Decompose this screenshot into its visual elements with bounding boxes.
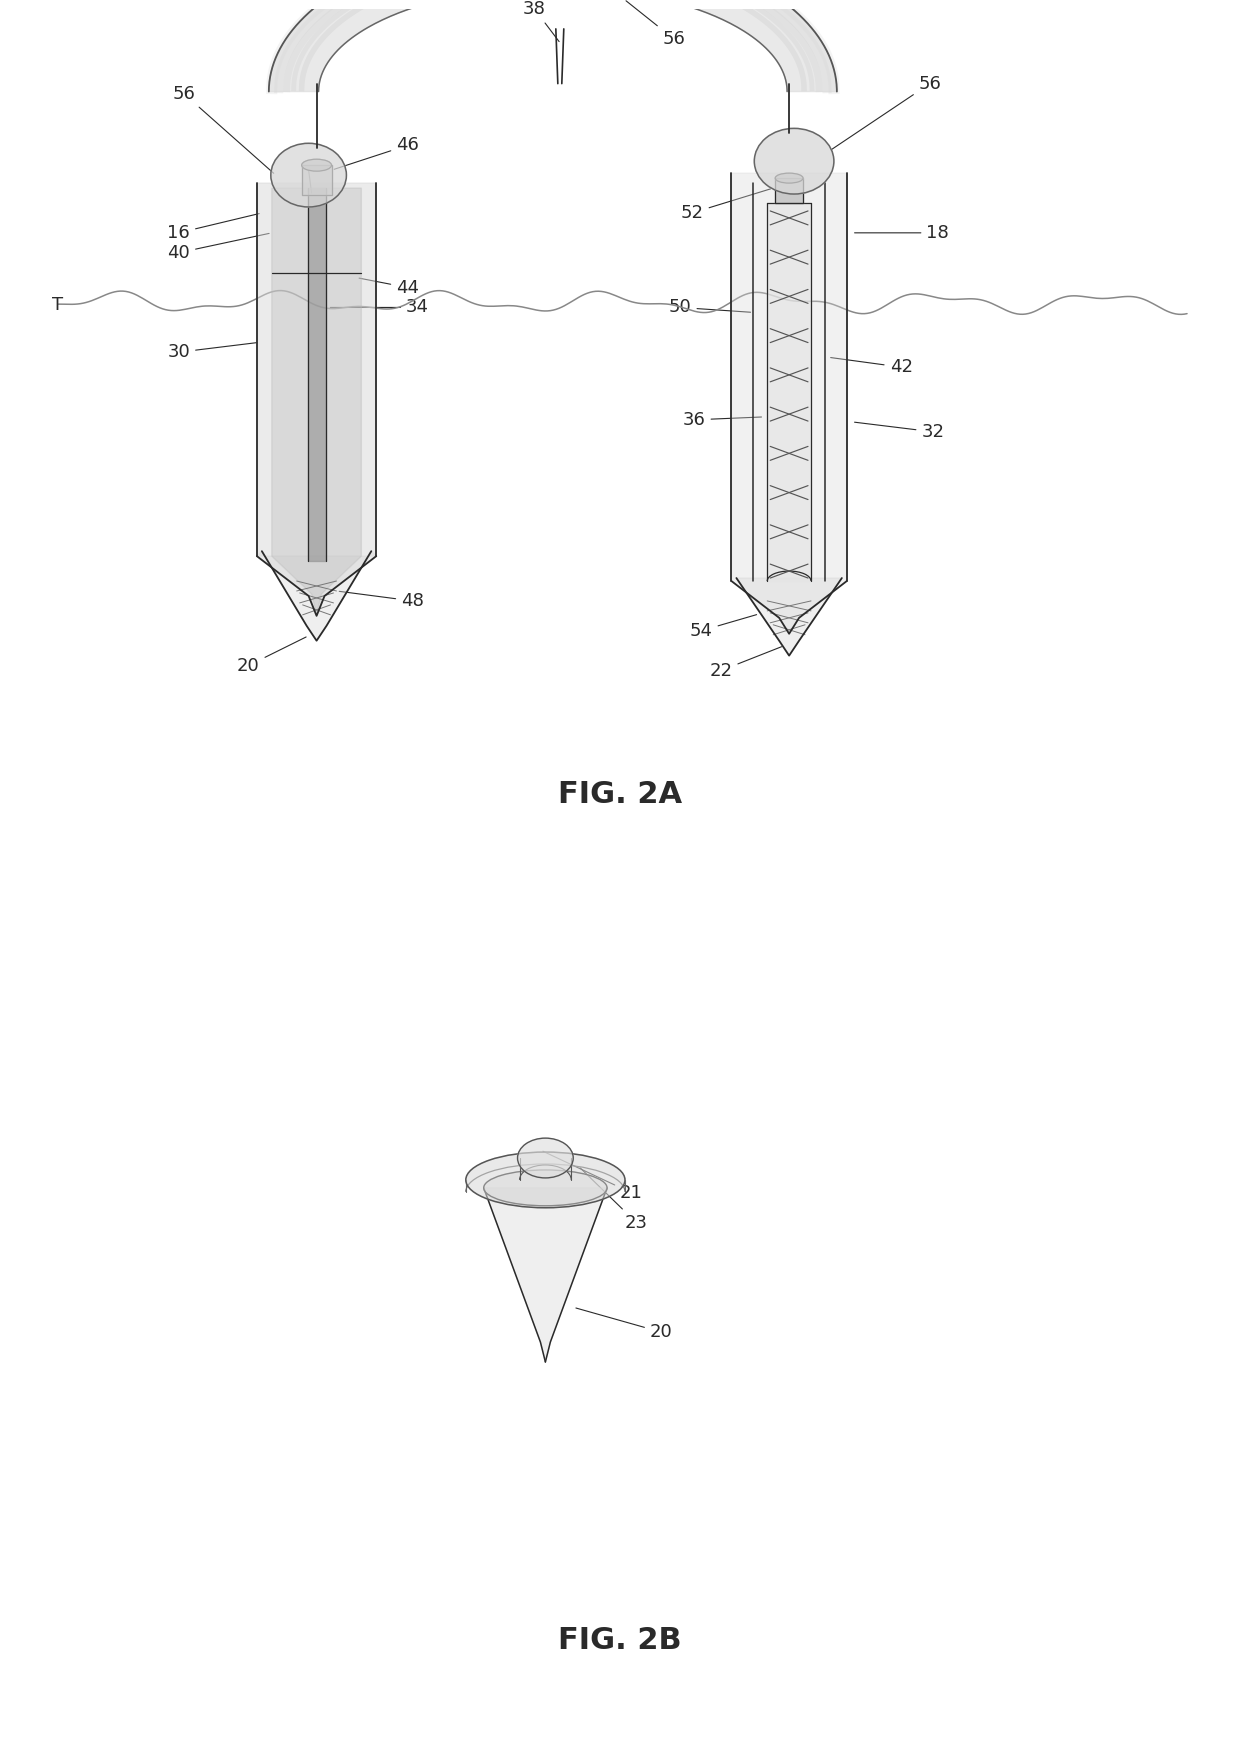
Text: 23: 23 bbox=[580, 1169, 649, 1231]
Text: 16: 16 bbox=[167, 214, 259, 242]
Text: 21: 21 bbox=[543, 1151, 642, 1202]
Polygon shape bbox=[308, 188, 326, 562]
Polygon shape bbox=[768, 203, 811, 581]
Text: FIG. 2B: FIG. 2B bbox=[558, 1626, 682, 1656]
Text: 46: 46 bbox=[334, 136, 419, 169]
Text: 56: 56 bbox=[172, 85, 274, 174]
Text: T: T bbox=[52, 296, 63, 315]
Ellipse shape bbox=[754, 129, 833, 195]
Text: 38: 38 bbox=[523, 0, 559, 42]
Polygon shape bbox=[732, 174, 847, 633]
Polygon shape bbox=[484, 1188, 608, 1362]
Polygon shape bbox=[257, 551, 376, 640]
Text: 20: 20 bbox=[237, 636, 306, 675]
Text: 34: 34 bbox=[330, 299, 429, 316]
Text: 36: 36 bbox=[683, 410, 761, 430]
Text: 44: 44 bbox=[360, 278, 419, 297]
Ellipse shape bbox=[270, 143, 346, 207]
Polygon shape bbox=[269, 0, 837, 92]
Text: 48: 48 bbox=[340, 591, 424, 610]
Text: 50: 50 bbox=[668, 299, 750, 316]
Text: 18: 18 bbox=[854, 224, 949, 242]
Polygon shape bbox=[272, 188, 361, 614]
Ellipse shape bbox=[517, 1137, 573, 1177]
Text: 20: 20 bbox=[575, 1308, 672, 1341]
Text: 52: 52 bbox=[681, 190, 770, 223]
Text: 56: 56 bbox=[626, 0, 686, 49]
Polygon shape bbox=[301, 165, 331, 195]
Text: 42: 42 bbox=[831, 358, 913, 376]
Polygon shape bbox=[737, 577, 842, 656]
Polygon shape bbox=[775, 177, 804, 203]
Text: 22: 22 bbox=[709, 647, 781, 680]
Text: 40: 40 bbox=[167, 233, 269, 263]
Ellipse shape bbox=[301, 160, 331, 170]
Ellipse shape bbox=[775, 174, 804, 183]
Text: 32: 32 bbox=[854, 423, 945, 440]
Polygon shape bbox=[257, 183, 376, 616]
Ellipse shape bbox=[466, 1151, 625, 1209]
Text: 56: 56 bbox=[831, 75, 941, 150]
Text: 30: 30 bbox=[167, 343, 257, 362]
Text: 54: 54 bbox=[689, 614, 756, 640]
Text: FIG. 2A: FIG. 2A bbox=[558, 781, 682, 809]
Ellipse shape bbox=[484, 1170, 608, 1205]
